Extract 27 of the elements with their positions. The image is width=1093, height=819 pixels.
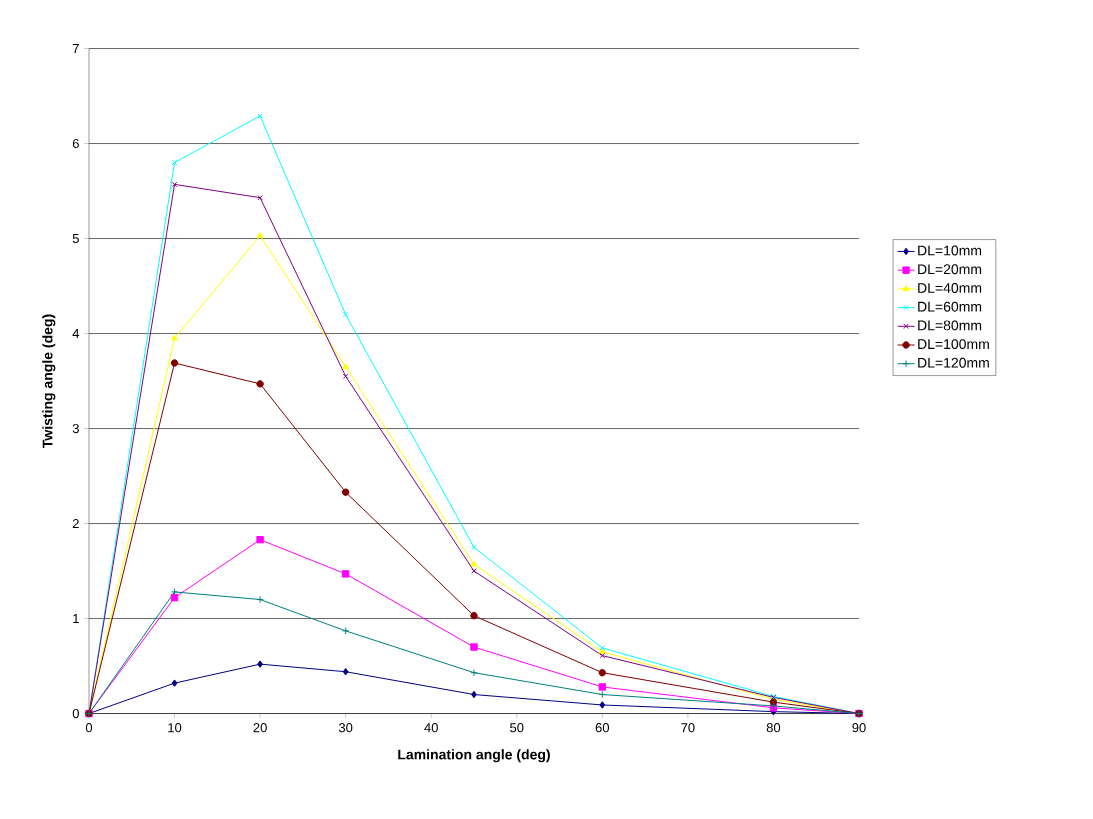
x-tick-label: 90 — [852, 723, 866, 733]
y-tick-label: 3 — [72, 423, 79, 434]
y-axis-title: Twisting angle (deg) — [42, 314, 56, 449]
legend-label: DL=120mm — [918, 357, 989, 368]
x-tick-label: 50 — [510, 723, 524, 733]
y-tick-label: 7 — [72, 44, 79, 54]
x-tick-label: 10 — [168, 723, 182, 733]
legend-label: DL=40mm — [918, 283, 982, 293]
y-tick-label: 2 — [72, 519, 79, 529]
x-tick-label: 30 — [338, 723, 353, 733]
x-tick-label: 20 — [253, 723, 267, 733]
x-axis-title: Lamination angle (deg) — [398, 749, 550, 763]
x-tick-label: 80 — [766, 723, 781, 733]
y-tick-label: 0 — [72, 708, 79, 719]
x-tick-label: 0 — [85, 723, 93, 733]
y-tick-label: 6 — [72, 138, 79, 149]
y-tick-label: 1 — [73, 614, 79, 624]
x-tick-label: 60 — [595, 723, 610, 733]
legend-label: DL=10mm — [918, 245, 982, 256]
y-tick-label: 5 — [72, 234, 79, 244]
x-tick-label: 40 — [424, 723, 438, 733]
x-tick-label: 70 — [681, 723, 695, 733]
legend-label: DL=100mm — [918, 339, 989, 350]
y-tick-label: 4 — [72, 329, 80, 339]
legend-label: DL=80mm — [918, 320, 982, 331]
legend-label: DL=20mm — [918, 264, 982, 275]
legend-label: DL=60mm — [918, 301, 982, 312]
